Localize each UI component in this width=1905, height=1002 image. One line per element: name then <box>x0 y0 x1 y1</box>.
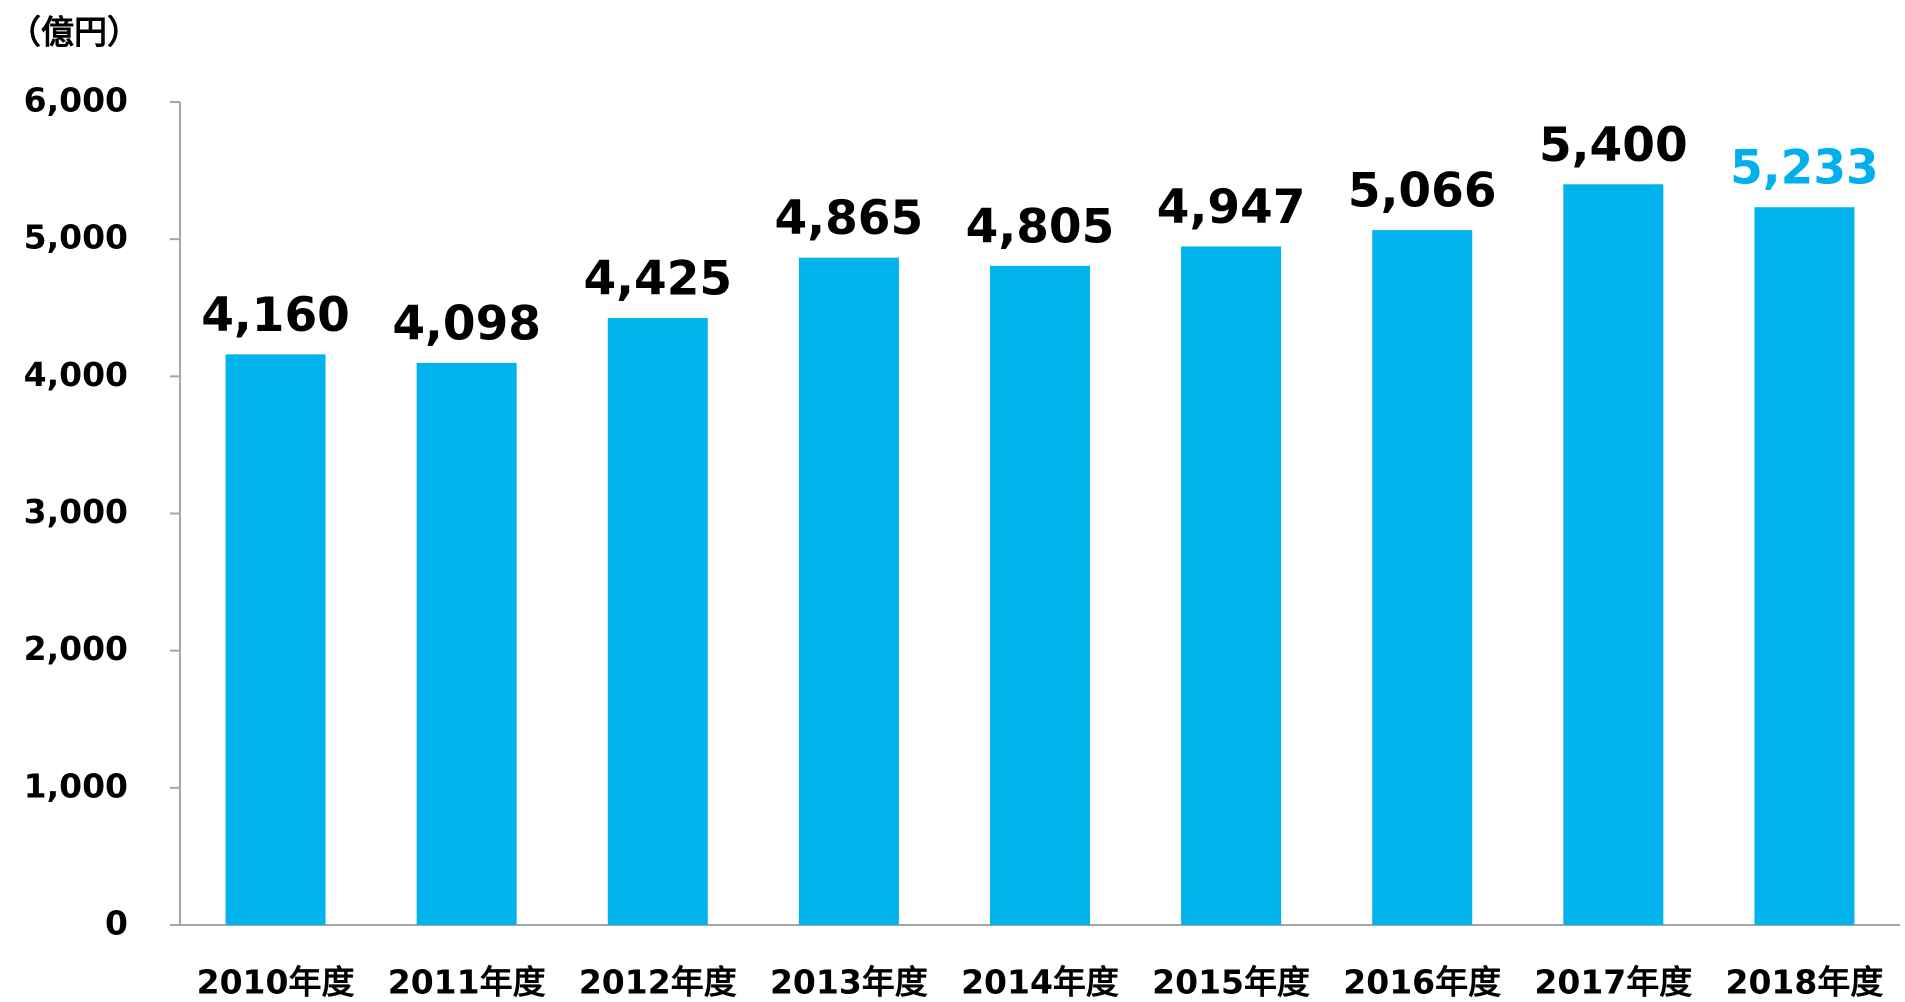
bar <box>416 362 517 925</box>
bar <box>225 354 326 925</box>
value-label: 4,098 <box>392 296 541 351</box>
value-label: 5,400 <box>1539 118 1688 173</box>
bar <box>1372 230 1473 926</box>
x-tick-label: 2014年度 <box>961 963 1119 1002</box>
value-label: 4,425 <box>583 252 732 307</box>
bar <box>1563 184 1664 926</box>
y-axis-label: （億円） <box>8 13 140 52</box>
x-tick-label: 2013年度 <box>770 963 928 1002</box>
value-label: 5,233 <box>1730 141 1879 196</box>
y-tick-label: 3,000 <box>24 492 128 531</box>
x-tick-label: 2017年度 <box>1534 963 1692 1002</box>
value-label: 4,805 <box>966 199 1115 254</box>
y-tick-label: 2,000 <box>24 629 128 668</box>
value-label: 4,947 <box>1157 180 1306 235</box>
value-label: 5,066 <box>1348 164 1497 219</box>
x-tick-label: 2012年度 <box>579 963 737 1002</box>
y-tick-label: 4,000 <box>24 355 128 394</box>
value-label: 4,160 <box>201 288 350 343</box>
x-tick-label: 2011年度 <box>388 963 546 1002</box>
y-tick-label: 1,000 <box>24 766 128 805</box>
x-tick-label: 2016年度 <box>1343 963 1501 1002</box>
y-tick-label: 6,000 <box>24 81 128 120</box>
y-tick-label: 0 <box>105 904 128 943</box>
x-tick-label: 2010年度 <box>197 963 355 1002</box>
bar <box>798 257 899 925</box>
value-label: 4,865 <box>775 191 924 246</box>
bar <box>990 265 1090 925</box>
bar <box>1181 246 1282 925</box>
bar <box>607 318 708 926</box>
x-tick-label: 2018年度 <box>1726 963 1884 1002</box>
y-tick-label: 5,000 <box>24 218 128 257</box>
bar <box>1754 207 1855 925</box>
x-tick-label: 2015年度 <box>1152 963 1310 1002</box>
